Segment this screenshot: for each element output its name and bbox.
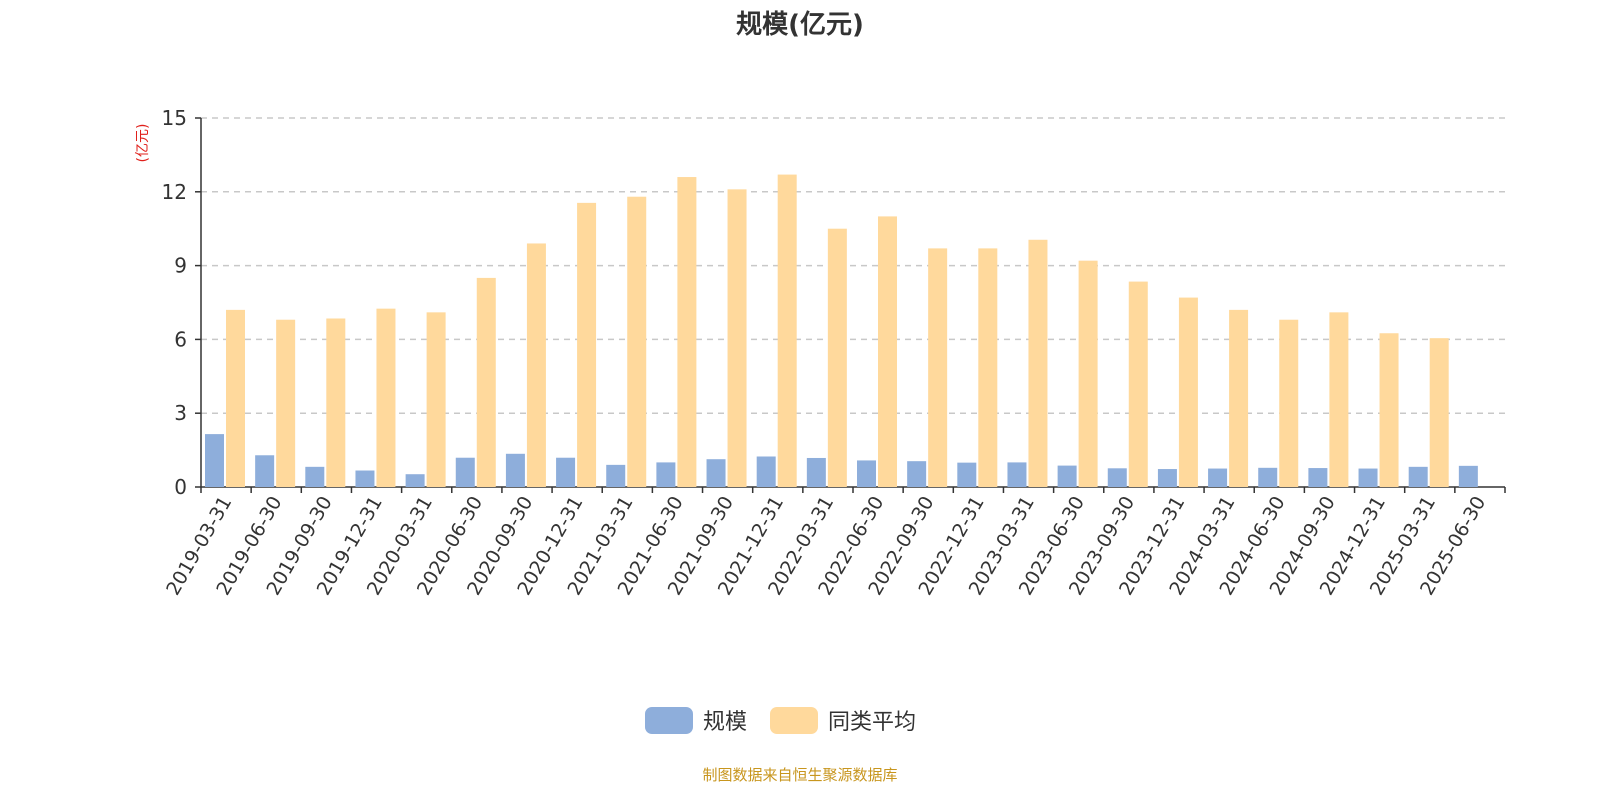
bar-peer-average	[827, 228, 847, 487]
bar-scale	[305, 466, 325, 487]
bar-peer-average	[1379, 333, 1399, 487]
data-source-note: 制图数据来自恒生聚源数据库	[702, 766, 898, 784]
bar-peer-average	[1178, 297, 1198, 487]
bar-peer-average	[1429, 338, 1449, 487]
bar-scale	[355, 470, 375, 487]
legend-swatch	[770, 707, 818, 734]
bar-peer-average	[226, 309, 245, 487]
bar-scale	[656, 462, 676, 487]
bar-scale	[405, 474, 425, 487]
bar-peer-average	[426, 312, 446, 487]
legend-label: 同类平均	[828, 710, 916, 735]
bar-peer-average	[376, 308, 396, 487]
bar-peer-average	[1329, 312, 1349, 487]
bar-scale	[1007, 462, 1027, 487]
legend-swatch	[645, 707, 693, 734]
bar-scale	[1308, 468, 1328, 487]
y-tick-label: 12	[162, 180, 187, 204]
y-tick-label: 6	[174, 327, 187, 351]
bar-scale	[1358, 468, 1378, 487]
bar-peer-average	[1028, 239, 1048, 487]
bar-scale	[205, 434, 224, 487]
bar-peer-average	[276, 319, 296, 487]
y-tick-label: 0	[174, 475, 187, 499]
bar-peer-average	[1128, 281, 1148, 487]
bar-scale	[907, 461, 927, 487]
bar-scale	[505, 453, 525, 487]
bar-peer-average	[1078, 260, 1098, 487]
bar-peer-average	[727, 189, 747, 487]
bar-peer-average	[777, 174, 797, 487]
bar-peer-average	[526, 243, 546, 487]
y-tick-label: 15	[162, 106, 187, 130]
bar-scale	[1208, 468, 1228, 487]
bar-peer-average	[326, 318, 346, 487]
y-tick-label: 3	[174, 401, 187, 425]
bar-peer-average	[978, 248, 998, 487]
bar-scale	[556, 457, 576, 487]
bar-peer-average	[577, 202, 597, 487]
bar-peer-average	[928, 248, 948, 487]
bar-scale	[1157, 469, 1177, 487]
y-tick-label: 9	[174, 254, 187, 278]
bar-scale	[1258, 467, 1278, 487]
bar-peer-average	[878, 216, 897, 487]
bar-peer-average	[476, 277, 496, 487]
bar-scale	[606, 464, 626, 487]
bar-scale	[756, 456, 776, 487]
bar-scale	[1057, 465, 1077, 487]
bar-scale	[255, 455, 275, 487]
bar-peer-average	[677, 177, 697, 488]
bar-scale	[455, 457, 475, 487]
bar-scale	[1458, 465, 1478, 487]
y-axis-label: (亿元)	[135, 124, 151, 163]
chart-title: 规模(亿元)	[736, 10, 864, 40]
bar-scale	[857, 460, 876, 487]
bar-peer-average	[1279, 319, 1299, 487]
bar-scale	[957, 462, 977, 487]
bar-scale	[1107, 468, 1127, 487]
legend-label: 规模	[703, 710, 747, 735]
bar-peer-average	[627, 196, 647, 487]
bar-scale	[1408, 466, 1428, 487]
bar-scale	[806, 457, 826, 487]
bar-peer-average	[1229, 309, 1249, 487]
bar-scale	[706, 459, 726, 487]
